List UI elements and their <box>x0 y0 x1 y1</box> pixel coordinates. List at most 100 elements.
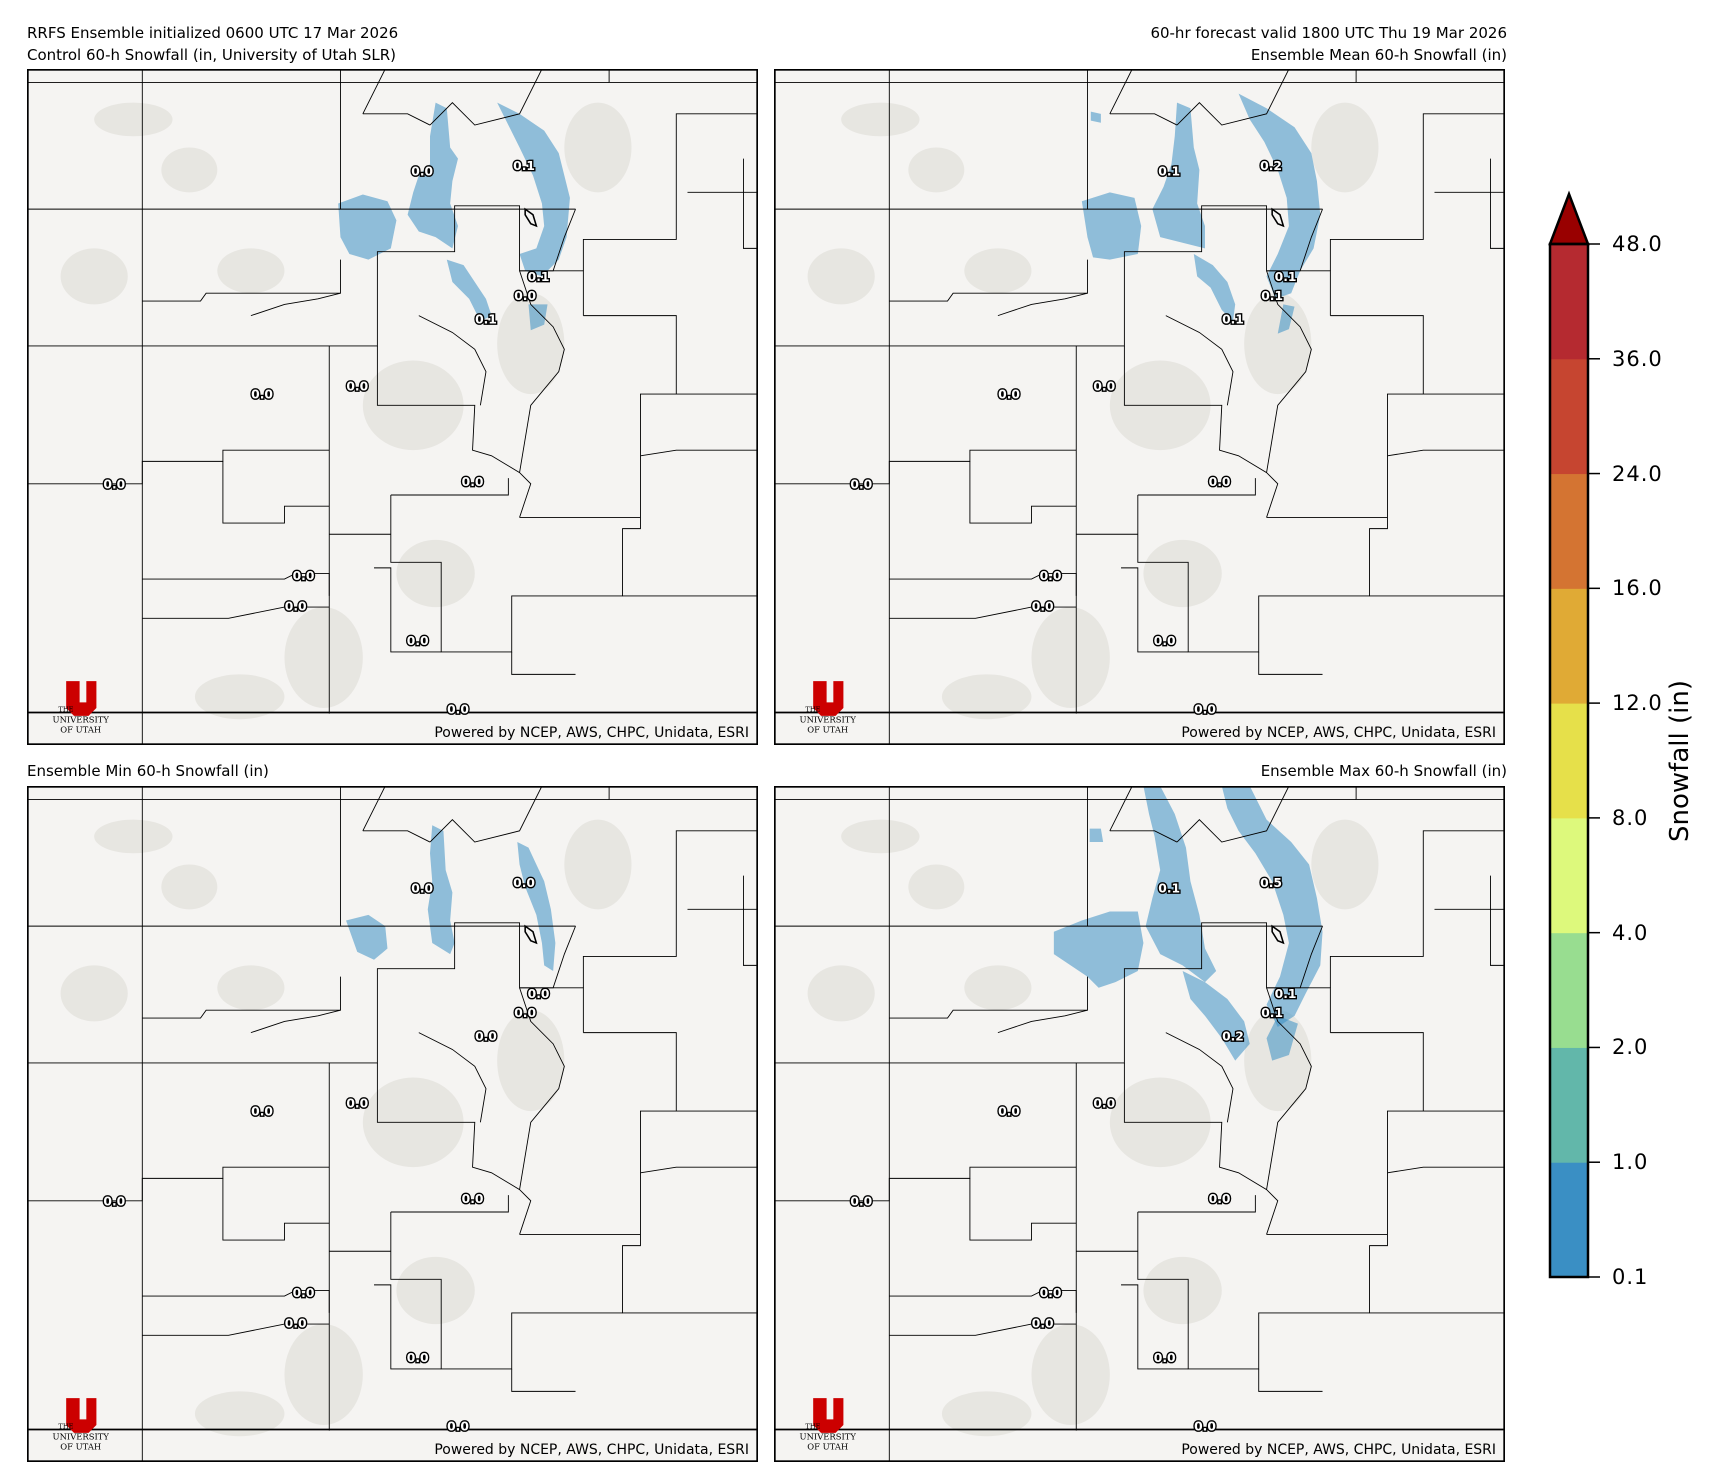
terrain-relief <box>284 607 363 709</box>
terrain-relief <box>194 1391 285 1437</box>
county-boundary <box>640 1110 677 1173</box>
colorbar-tick-label: 12.0 <box>1612 691 1663 716</box>
county-boundary <box>1123 1062 1279 1235</box>
terrain-relief <box>396 1256 475 1325</box>
terrain-relief <box>908 147 965 193</box>
snowfall-contour-0.1-1in <box>1143 786 1217 983</box>
station-snowfall-label: 0.2 <box>1222 1029 1244 1043</box>
county-boundary <box>1109 113 1178 126</box>
colorbar-tick-label: 36.0 <box>1612 346 1663 371</box>
lake-outline <box>524 207 538 228</box>
station-snowfall-label: 0.0 <box>411 164 433 178</box>
colorbar <box>1548 190 1600 1279</box>
station-snowfall-label: 0.0 <box>528 987 550 1001</box>
county-boundary <box>583 315 758 395</box>
station-snowfall-label: 0.0 <box>1194 703 1216 717</box>
map-panel-max: Powered by NCEP, AWS, CHPC, Unidata, ESR… <box>774 786 1505 1462</box>
county-boundary <box>1266 925 1323 989</box>
svg-text:THE: THE <box>805 705 820 713</box>
station-snowfall-label: 0.1 <box>528 270 550 284</box>
snowfall-contour-0.1-1in <box>1182 970 1250 1061</box>
county-boundary <box>418 1032 487 1123</box>
station-snowfall-label: 0.1 <box>1158 881 1180 895</box>
station-snowfall-label: 0.0 <box>850 477 872 491</box>
terrain-relief <box>564 819 632 910</box>
snowfall-contour-0.1-1in <box>1193 253 1236 322</box>
county-boundary <box>1176 786 1290 843</box>
county-boundary <box>142 1323 330 1336</box>
county-boundary <box>1489 158 1505 249</box>
station-snowfall-label: 0.0 <box>1032 1316 1054 1330</box>
colorbar-segment <box>1550 358 1588 475</box>
county-boundary <box>429 69 543 126</box>
county-boundary <box>27 449 330 485</box>
county-boundary <box>1258 651 1323 675</box>
terrain-relief <box>841 819 920 854</box>
county-boundary <box>362 786 386 832</box>
station-snowfall-label: 0.1 <box>475 312 497 326</box>
terrain-relief <box>941 1391 1032 1437</box>
station-snowfall-label: 0.0 <box>1194 1420 1216 1434</box>
credits-text: Powered by NCEP, AWS, CHPC, Unidata, ESR… <box>1181 725 1496 741</box>
county-boundary <box>889 976 1088 1019</box>
colorbar-tick-label: 1.0 <box>1612 1150 1649 1175</box>
station-snowfall-label: 0.1 <box>513 159 535 173</box>
station-snowfall-label: 0.0 <box>251 388 273 402</box>
county-boundary <box>250 1009 341 1034</box>
terrain-relief <box>841 102 920 137</box>
station-snowfall-label: 0.0 <box>998 1105 1020 1119</box>
terrain-basemap <box>774 786 1505 1462</box>
svg-text:OF UTAH: OF UTAH <box>807 725 848 735</box>
county-boundary <box>1329 830 1505 988</box>
county-boundary <box>742 875 758 966</box>
station-snowfall-label: 0.0 <box>346 380 368 394</box>
terrain-basemap <box>27 786 758 1462</box>
svg-text:UNIVERSITY: UNIVERSITY <box>53 715 110 725</box>
snowfall-contour-0.1-1in <box>1152 102 1205 249</box>
county-boundary <box>889 259 1088 302</box>
county-boundary <box>390 1172 641 1370</box>
county-boundary <box>142 573 330 596</box>
colorbar-segment <box>1550 1162 1588 1278</box>
terrain-relief <box>217 248 285 294</box>
county-boundary <box>362 69 386 115</box>
terrain-relief <box>1143 1256 1222 1325</box>
lake-outline <box>1271 924 1285 945</box>
county-boundary <box>640 393 677 456</box>
snowfall-contour-0.1-1in <box>407 102 458 249</box>
station-snowfall-label: 0.0 <box>447 1420 469 1434</box>
colorbar-segment <box>1550 244 1588 360</box>
svg-text:OF UTAH: OF UTAH <box>60 725 101 735</box>
panel-title-min: Ensemble Min 60-h Snowfall (in) <box>27 762 269 780</box>
county-boundary <box>1123 345 1279 518</box>
county-boundary <box>429 786 543 843</box>
county-boundary <box>1121 1284 1189 1370</box>
station-snowfall-label: 0.0 <box>1040 569 1062 583</box>
county-boundary <box>222 1178 330 1241</box>
county-boundary <box>1489 875 1505 966</box>
station-snowfall-label: 0.0 <box>1040 1286 1062 1300</box>
svg-text:OF UTAH: OF UTAH <box>60 1442 101 1452</box>
snowfall-contour-0.1-1in <box>1090 111 1101 123</box>
county-boundary <box>142 259 341 302</box>
county-boundary <box>27 1166 330 1202</box>
terrain-relief <box>807 965 875 1022</box>
county-boundary <box>1387 449 1505 457</box>
colorbar-tick-label: 16.0 <box>1612 576 1663 601</box>
credits-text: Powered by NCEP, AWS, CHPC, Unidata, ESR… <box>434 725 749 741</box>
county-boundary <box>1137 1172 1388 1370</box>
county-boundary <box>1387 1166 1505 1174</box>
county-boundary <box>1165 1032 1234 1123</box>
county-boundary <box>222 461 330 524</box>
svg-text:UNIVERSITY: UNIVERSITY <box>800 1432 857 1442</box>
county-boundary <box>1109 786 1133 832</box>
county-boundary <box>250 292 341 317</box>
county-boundary <box>969 461 1077 524</box>
colorbar-tick-label: 4.0 <box>1612 920 1649 945</box>
station-snowfall-label: 0.0 <box>346 1097 368 1111</box>
terrain-relief <box>1031 607 1110 709</box>
terrain-relief <box>284 1324 363 1426</box>
snowfall-contour-0.1-1in <box>497 102 570 277</box>
